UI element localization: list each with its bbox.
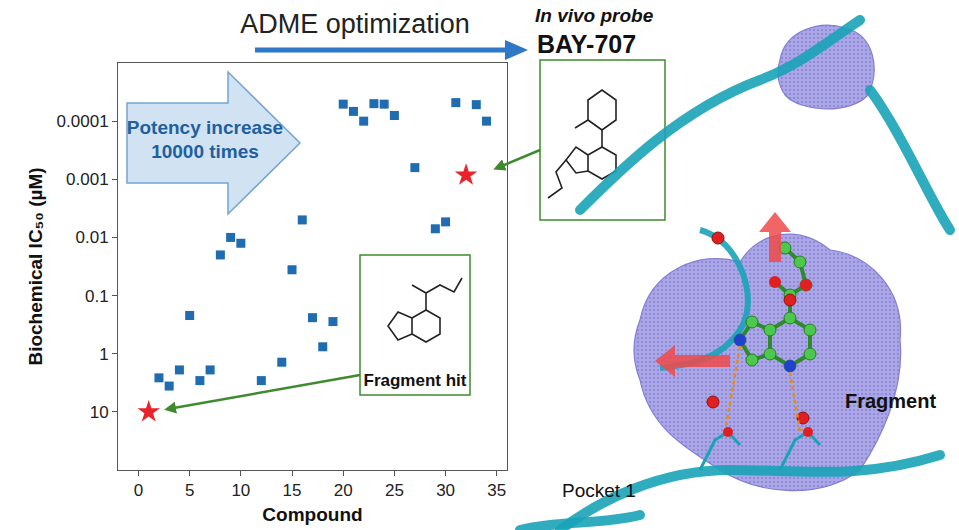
svg-text:Fragment hit: Fragment hit [364, 371, 467, 390]
svg-text:15: 15 [283, 481, 302, 500]
svg-text:10000 times: 10000 times [151, 141, 259, 162]
svg-text:0.01: 0.01 [76, 228, 109, 247]
svg-text:Potency increase: Potency increase [127, 117, 283, 138]
svg-text:Compound: Compound [262, 504, 362, 525]
svg-text:25: 25 [385, 481, 404, 500]
svg-text:Fragment: Fragment [845, 390, 936, 412]
svg-text:20: 20 [334, 481, 353, 500]
svg-text:10: 10 [90, 403, 109, 422]
svg-text:BAY-707: BAY-707 [537, 30, 636, 58]
svg-text:1: 1 [99, 345, 108, 364]
svg-text:In vivo probe: In vivo probe [535, 5, 654, 26]
svg-text:10: 10 [231, 481, 250, 500]
svg-text:Biochemical IC₅₀ (µM): Biochemical IC₅₀ (µM) [25, 167, 46, 365]
svg-text:ADME optimization: ADME optimization [240, 9, 470, 39]
svg-text:0.0001: 0.0001 [57, 112, 109, 131]
svg-text:5: 5 [185, 481, 194, 500]
svg-text:0.001: 0.001 [66, 170, 109, 189]
svg-text:Pocket 1: Pocket 1 [562, 480, 636, 501]
svg-text:35: 35 [487, 481, 506, 500]
svg-text:30: 30 [436, 481, 455, 500]
svg-text:0.1: 0.1 [85, 287, 109, 306]
svg-text:0: 0 [134, 481, 143, 500]
